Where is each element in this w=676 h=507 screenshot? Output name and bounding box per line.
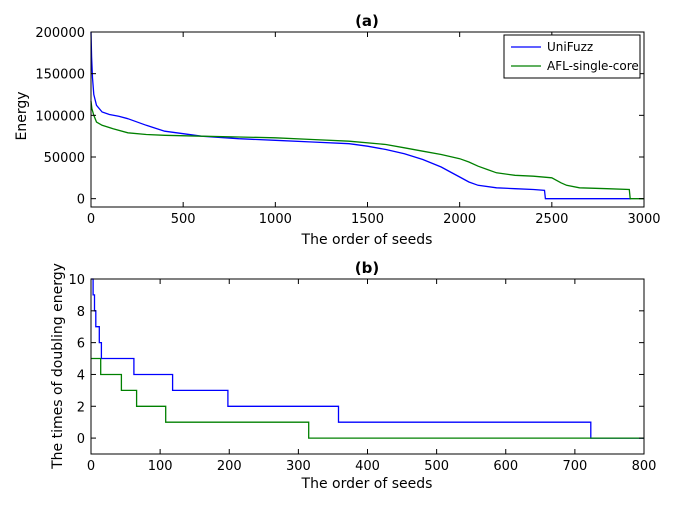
subplot-a-ticks: 0 500 1000 1500 2000 2500 3000 0 50000 100000 1500… bbox=[35, 26, 660, 227]
subplot-b-series bbox=[91, 278, 644, 439]
subplot-a-y-tick-label: 0 bbox=[77, 193, 85, 208]
subplot-b: (b) 0 100 200 300 400 500 600 700 800 0 2 4 6 8 10 The… bbox=[50, 259, 656, 492]
subplot-b-series-afl-single-core bbox=[91, 357, 644, 439]
subplot-b-x-axis-label: The order of seeds bbox=[301, 476, 433, 492]
subplot-a-x-tick-label: 2000 bbox=[443, 212, 476, 227]
subplot-a-y-tick-label: 150000 bbox=[35, 68, 85, 83]
subplot-a-x-tick-label: 3000 bbox=[627, 212, 660, 227]
subplot-b-y-tick-label: 0 bbox=[77, 432, 85, 447]
subplot-a-series-unifuzz bbox=[90, 31, 632, 200]
subplot-a-series bbox=[90, 31, 644, 200]
subplot-a-x-tick-label: 1500 bbox=[351, 212, 384, 227]
subplot-b-title: (b) bbox=[355, 259, 379, 277]
subplot-a-x-tick-label: 1000 bbox=[259, 212, 292, 227]
subplot-b-x-tick-label: 100 bbox=[148, 459, 173, 474]
subplot-b-x-tick-label: 800 bbox=[632, 459, 657, 474]
legend-label-afl-single-core: AFL-single-core bbox=[547, 59, 639, 73]
subplot-b-x-tick-label: 600 bbox=[493, 459, 518, 474]
subplot-a-x-tick-label: 500 bbox=[171, 212, 196, 227]
subplot-a-x-axis-label: The order of seeds bbox=[301, 232, 433, 248]
subplot-a-y-tick-label: 50000 bbox=[44, 151, 85, 166]
subplot-b-y-axis-label: The times of doubling energy bbox=[50, 263, 66, 470]
subplot-b-x-tick-label: 400 bbox=[355, 459, 380, 474]
subplot-a: (a) 0 500 1000 1500 2000 2500 3000 0 50000 100000… bbox=[14, 12, 661, 248]
subplot-b-y-tick-label: 10 bbox=[68, 273, 85, 288]
subplot-a-x-tick-label: 2500 bbox=[535, 212, 568, 227]
subplot-a-x-tick-label: 0 bbox=[87, 212, 95, 227]
subplot-b-x-tick-label: 0 bbox=[87, 459, 95, 474]
subplot-b-x-tick-label: 500 bbox=[424, 459, 449, 474]
subplot-a-title: (a) bbox=[355, 12, 379, 30]
subplot-b-y-tick-label: 2 bbox=[77, 400, 85, 415]
subplot-b-x-tick-label: 200 bbox=[217, 459, 242, 474]
subplot-a-series-afl-single-core bbox=[90, 101, 644, 200]
subplot-b-y-tick-label: 4 bbox=[77, 368, 85, 383]
subplot-b-ticks: 0 100 200 300 400 500 600 700 800 0 2 4 6 8 10 bbox=[68, 273, 656, 474]
subplot-b-x-tick-label: 700 bbox=[562, 459, 587, 474]
subplot-b-x-tick-label: 300 bbox=[286, 459, 311, 474]
subplot-a-y-axis-label: Energy bbox=[14, 91, 30, 140]
subplot-a-y-tick-label: 100000 bbox=[35, 109, 85, 124]
subplot-b-series-unifuzz bbox=[91, 278, 644, 439]
subplot-a-y-tick-label: 200000 bbox=[35, 26, 85, 41]
subplot-b-y-tick-label: 8 bbox=[77, 305, 85, 320]
subplot-b-y-tick-label: 6 bbox=[77, 337, 85, 352]
legend-box bbox=[503, 34, 641, 79]
legend-label-unifuzz: UniFuzz bbox=[547, 40, 593, 54]
subplot-b-frame bbox=[90, 278, 645, 455]
legend: UniFuzz AFL-single-core bbox=[503, 34, 641, 79]
